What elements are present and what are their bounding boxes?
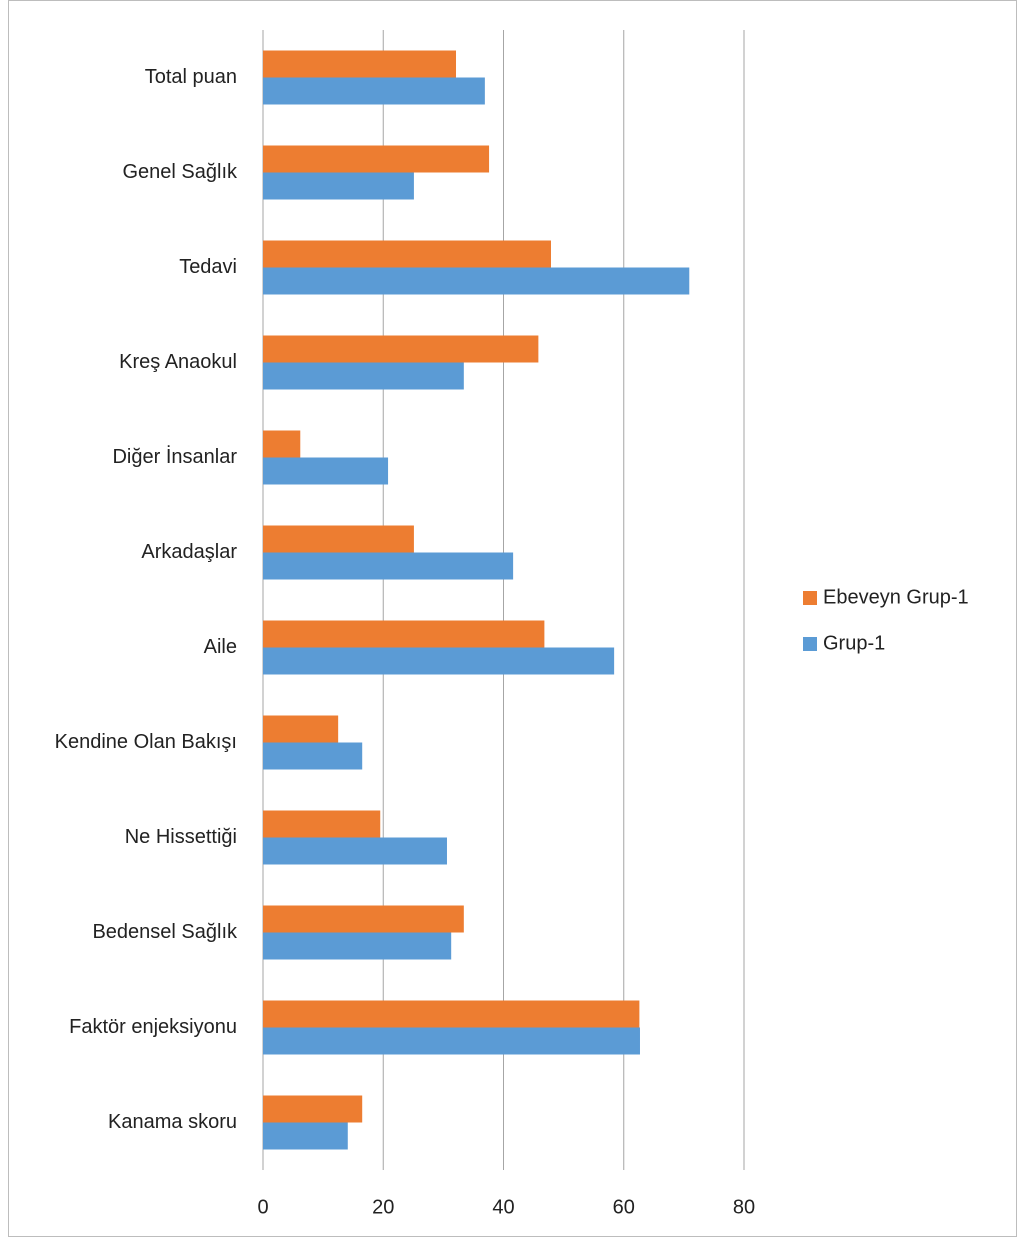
x-tick-label: 40 xyxy=(492,1196,514,1218)
y-tick-label: Genel Sağlık xyxy=(122,161,238,183)
bar xyxy=(263,647,615,675)
bar xyxy=(263,932,452,960)
bar xyxy=(263,430,301,458)
bar xyxy=(263,457,389,485)
x-tick-label: 80 xyxy=(733,1196,755,1218)
y-tick-label: Ne Hissettiği xyxy=(125,826,237,848)
bar xyxy=(263,742,363,770)
bar xyxy=(263,1027,640,1055)
y-tick-label: Tedavi xyxy=(179,256,237,278)
x-tick-label: 60 xyxy=(613,1196,635,1218)
bar xyxy=(263,145,490,173)
y-tick-label: Arkadaşlar xyxy=(141,541,237,563)
bar xyxy=(263,1000,640,1028)
y-tick-label: Bedensel Sağlık xyxy=(92,921,238,943)
y-tick-label: Kendine Olan Bakışı xyxy=(55,731,237,753)
bar xyxy=(263,267,690,295)
y-tick-label: Faktör enjeksiyonu xyxy=(69,1016,237,1038)
y-tick-label: Kreş Anaokul xyxy=(119,351,237,373)
bar xyxy=(263,50,457,78)
legend-label: Ebeveyn Grup-1 xyxy=(823,586,969,608)
bar xyxy=(263,810,381,838)
y-tick-label: Diğer İnsanlar xyxy=(112,445,237,468)
y-tick-label: Total puan xyxy=(145,66,237,88)
y-tick-label: Aile xyxy=(204,636,237,658)
bar xyxy=(263,362,464,390)
bar xyxy=(263,620,545,648)
legend-swatch xyxy=(803,637,817,651)
bar xyxy=(263,1095,363,1123)
bar xyxy=(263,172,414,200)
bar xyxy=(263,905,464,933)
bar xyxy=(263,525,414,553)
x-tick-label: 20 xyxy=(372,1196,394,1218)
bar xyxy=(263,837,447,865)
bar xyxy=(263,240,551,268)
bar xyxy=(263,77,485,105)
bar xyxy=(263,1122,348,1150)
bar xyxy=(263,552,514,580)
bar xyxy=(263,715,339,743)
x-tick-label: 0 xyxy=(257,1196,268,1218)
legend-swatch xyxy=(803,591,817,605)
legend-label: Grup-1 xyxy=(823,632,885,654)
bar xyxy=(263,335,539,363)
chart-border xyxy=(8,0,1017,1237)
y-tick-label: Kanama skoru xyxy=(108,1111,237,1133)
